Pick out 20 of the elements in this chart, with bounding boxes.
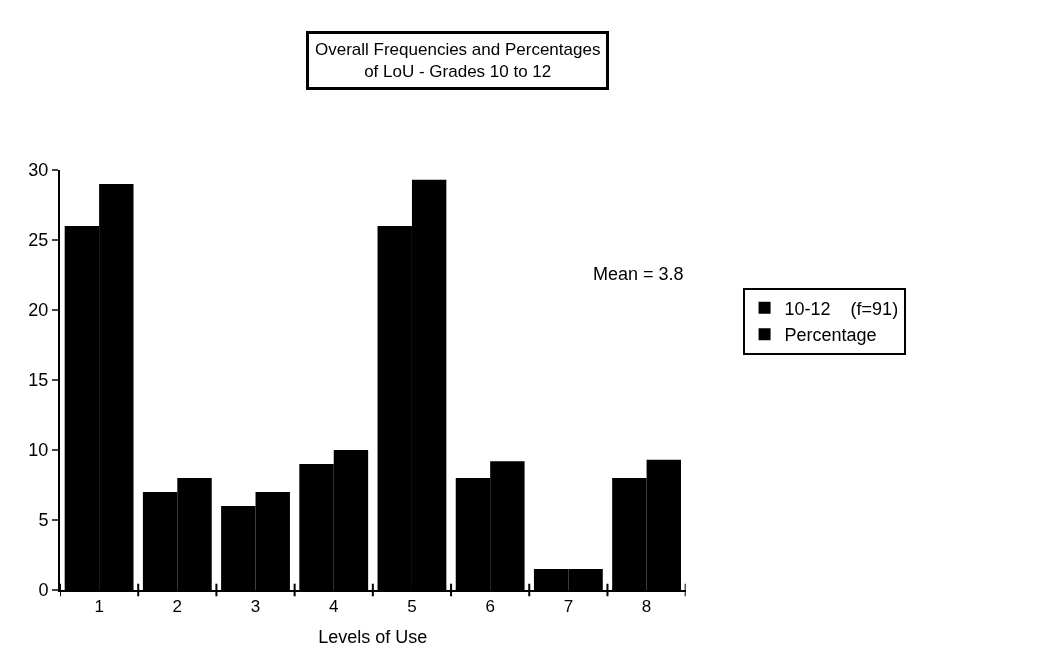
y-tick-label: 25 — [28, 230, 49, 251]
legend-label: Percentage — [784, 325, 877, 346]
y-tick-label: 5 — [38, 510, 49, 531]
x-tick-label: 7 — [563, 597, 574, 617]
y-tick-label: 30 — [28, 160, 49, 181]
x-tick-label: 6 — [485, 597, 495, 617]
annotation: Mean = 3.8 — [593, 264, 684, 284]
x-tick-label: 1 — [94, 597, 104, 617]
x-tick-label: 5 — [407, 597, 417, 617]
y-tick-label: 0 — [38, 580, 49, 601]
x-tick-label: 4 — [329, 597, 339, 617]
y-tick-label: 10 — [28, 440, 49, 461]
x-tick-label: 8 — [641, 597, 652, 617]
y-tick-label: 20 — [28, 300, 49, 321]
x-axis-title: Levels of Use — [318, 627, 428, 647]
x-tick-label: 3 — [250, 597, 261, 617]
y-tick-label: 15 — [28, 370, 49, 391]
x-tick-label: 2 — [172, 597, 183, 617]
chart-title: Overall Frequencies and Percentages of LoU - Grades 10 to 12 — [315, 40, 601, 82]
legend-label: 10-12 (f=91) — [784, 298, 899, 319]
